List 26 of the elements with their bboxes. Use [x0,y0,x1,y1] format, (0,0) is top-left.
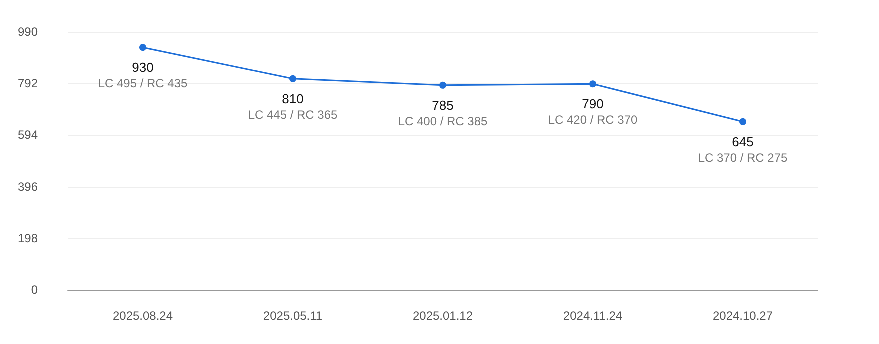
point [740,118,746,126]
x-tick-label: 2024.11.24 [563,309,623,323]
data-label: 810 [282,91,304,106]
x-tick-label: 2025.05.11 [263,309,323,323]
y-tick-label: 0 [31,283,38,297]
data-label: 790 [582,96,604,112]
data-label: 645 [732,134,754,150]
y-tick-label: 198 [18,231,38,246]
point [290,75,296,82]
annotation: LC 420 / RC 370 [548,113,638,128]
x-tick-label: 2024.10.27 [712,309,774,323]
data-label: 930 [132,60,154,76]
annotation: LC 445 / RC 365 [248,108,338,122]
point [440,82,446,89]
x-tick-label: 2025.08.24 [112,309,174,323]
annotation: LC 400 / RC 385 [398,114,488,128]
y-tick-label: 396 [18,180,38,194]
point [590,80,596,88]
x-tick-label: 2025.01.12 [412,309,474,323]
annotation: LC 495 / RC 435 [98,76,188,91]
annotation: LC 370 / RC 275 [698,150,788,165]
y-tick-label: 792 [18,76,38,91]
point [140,44,146,52]
y-tick-label: 990 [18,25,38,39]
data-label: 785 [432,98,454,113]
y-tick-label: 594 [18,128,38,142]
